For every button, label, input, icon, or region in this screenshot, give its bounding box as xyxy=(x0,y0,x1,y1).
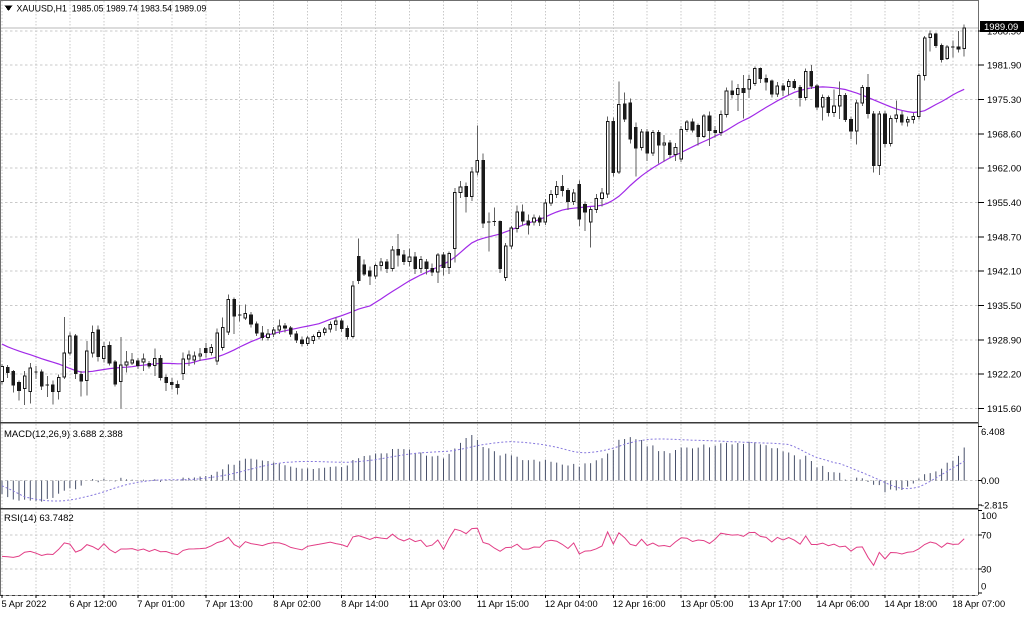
svg-text:1955.40: 1955.40 xyxy=(987,198,1021,209)
svg-text:11 Apr 15:00: 11 Apr 15:00 xyxy=(477,599,529,609)
svg-text:70: 70 xyxy=(981,531,992,542)
svg-text:6.408: 6.408 xyxy=(981,427,1005,438)
svg-text:XAUUSD,H1 1985.05 1989.74 198: XAUUSD,H1 1985.05 1989.74 1983.54 1989.0… xyxy=(17,4,207,14)
svg-text:13 Apr 17:00: 13 Apr 17:00 xyxy=(749,599,802,609)
svg-text:7 Apr 01:00: 7 Apr 01:00 xyxy=(137,599,185,609)
svg-text:1968.60: 1968.60 xyxy=(987,129,1021,140)
svg-text:8 Apr 14:00: 8 Apr 14:00 xyxy=(341,599,389,609)
svg-text:MACD(12,26,9) 3.688 2.388: MACD(12,26,9) 3.688 2.388 xyxy=(4,429,123,440)
svg-text:1962.00: 1962.00 xyxy=(987,164,1021,175)
svg-text:1948.70: 1948.70 xyxy=(987,232,1021,243)
svg-text:7 Apr 13:00: 7 Apr 13:00 xyxy=(205,599,253,609)
svg-text:-2.815: -2.815 xyxy=(981,501,1008,512)
svg-text:1989.09: 1989.09 xyxy=(984,22,1018,33)
svg-text:1922.20: 1922.20 xyxy=(987,370,1021,381)
svg-text:RSI(14) 63.7482: RSI(14) 63.7482 xyxy=(4,513,74,524)
svg-text:6 Apr 12:00: 6 Apr 12:00 xyxy=(69,599,117,609)
svg-text:1928.90: 1928.90 xyxy=(987,335,1021,346)
svg-text:8 Apr 02:00: 8 Apr 02:00 xyxy=(273,599,321,609)
svg-text:0: 0 xyxy=(981,582,986,593)
svg-text:12 Apr 16:00: 12 Apr 16:00 xyxy=(613,599,666,609)
svg-text:18 Apr 07:00: 18 Apr 07:00 xyxy=(952,599,1005,609)
svg-text:1975.30: 1975.30 xyxy=(987,95,1021,106)
svg-text:13 Apr 05:00: 13 Apr 05:00 xyxy=(681,599,734,609)
svg-text:1935.50: 1935.50 xyxy=(987,301,1021,312)
svg-text:11 Apr 03:00: 11 Apr 03:00 xyxy=(409,599,461,609)
svg-text:14 Apr 18:00: 14 Apr 18:00 xyxy=(885,599,938,609)
svg-text:30: 30 xyxy=(981,565,992,576)
svg-text:1942.10: 1942.10 xyxy=(987,267,1021,278)
svg-text:14 Apr 06:00: 14 Apr 06:00 xyxy=(817,599,870,609)
svg-text:100: 100 xyxy=(981,511,997,522)
svg-text:12 Apr 04:00: 12 Apr 04:00 xyxy=(545,599,598,609)
svg-text:0.00: 0.00 xyxy=(981,476,1000,487)
svg-text:5 Apr 2022: 5 Apr 2022 xyxy=(2,599,47,609)
svg-text:1988.50: 1988.50 xyxy=(987,26,1021,37)
svg-text:1915.60: 1915.60 xyxy=(987,404,1021,415)
svg-text:1981.90: 1981.90 xyxy=(987,61,1021,72)
